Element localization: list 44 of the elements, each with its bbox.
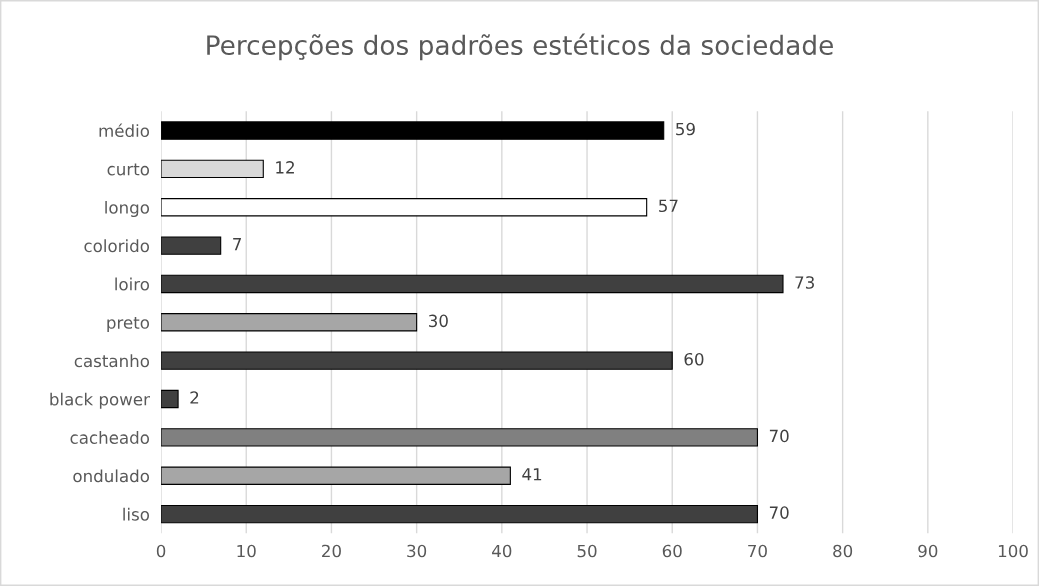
bar [161, 351, 673, 370]
bar [161, 198, 648, 217]
y-tick-label: preto [107, 316, 150, 333]
bar [161, 313, 418, 332]
data-label: 70 [769, 429, 789, 443]
x-tick-label: 50 [577, 544, 597, 558]
data-label: 2 [190, 391, 199, 404]
x-tick-label: 0 [156, 544, 166, 558]
y-tick-label: médio [99, 123, 150, 138]
y-tick-label: black power [50, 392, 150, 409]
bar [161, 274, 784, 294]
y-tick-label: loiro [115, 277, 150, 291]
x-tick-label: 60 [662, 544, 682, 558]
data-label: 70 [769, 506, 789, 519]
x-tick-label: 10 [237, 544, 256, 558]
data-label: 57 [659, 199, 678, 213]
data-label: 41 [522, 468, 542, 481]
bar [161, 466, 511, 485]
x-tick-label: 70 [748, 544, 767, 558]
y-tick-label: cacheado [70, 431, 150, 444]
data-label: 7 [233, 238, 241, 251]
y-tick-label: colorido [84, 239, 150, 253]
y-tick-label: castanho [74, 354, 150, 368]
data-label: 60 [684, 352, 704, 366]
bar [161, 236, 222, 255]
bar [161, 389, 179, 409]
data-label: 12 [276, 161, 294, 174]
x-tick-label: 30 [407, 544, 427, 558]
x-tick-label: 80 [833, 544, 853, 558]
bar [161, 504, 758, 524]
x-tick-label: 100 [998, 544, 1028, 558]
y-tick-label: curto [107, 163, 150, 176]
bar [161, 121, 665, 140]
y-tick-label: liso [123, 507, 150, 521]
x-tick-label: 90 [918, 544, 938, 558]
data-label: 73 [795, 276, 814, 289]
x-tick-label: 40 [492, 544, 512, 558]
chart-title: Percepções dos padrões estéticos da sociedade [207, 33, 833, 61]
data-label: 59 [676, 122, 695, 136]
x-tick-label: 20 [322, 544, 341, 558]
data-label: 30 [429, 314, 448, 328]
y-tick-label: longo [105, 200, 150, 218]
bar [161, 428, 758, 447]
y-tick-label: ondulado [73, 469, 150, 483]
